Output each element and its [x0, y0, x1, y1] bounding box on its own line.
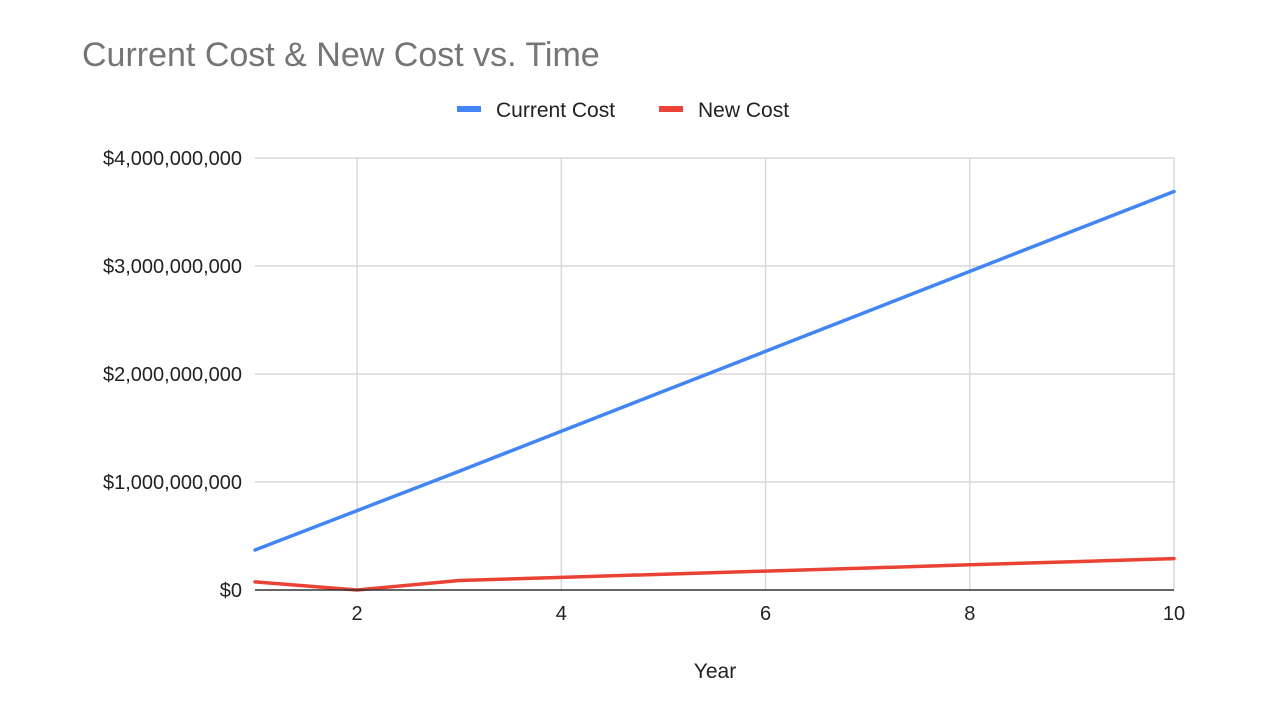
y-tick-label: $4,000,000,000 [103, 148, 242, 170]
chart-title: Current Cost & New Cost vs. Time [82, 36, 600, 74]
legend-label: New Cost [698, 99, 789, 122]
x-tick-label: 8 [964, 603, 975, 625]
x-tick-label: 2 [352, 603, 363, 625]
x-tick-label: 6 [760, 603, 771, 625]
series-line-current-cost [253, 189, 1176, 552]
legend-swatch [457, 106, 481, 112]
y-tick-label: $0 [220, 580, 242, 602]
series-layer [253, 189, 1176, 592]
x-tick-label: 4 [556, 603, 567, 625]
axis-layer: $0 $1,000,000,000 $2,000,000,000 $3,000,000… [103, 148, 1185, 625]
y-tick-label: $1,000,000,000 [103, 472, 242, 494]
x-axis-title: Year [694, 660, 736, 683]
x-tick-label: 10 [1163, 603, 1185, 625]
legend-label: Current Cost [496, 99, 615, 122]
legend: Current Cost New Cost [457, 99, 789, 122]
grid-layer [255, 157, 1175, 590]
series-line-new-cost [253, 556, 1176, 592]
legend-swatch [659, 106, 683, 112]
y-tick-label: $2,000,000,000 [103, 364, 242, 386]
y-tick-label: $3,000,000,000 [103, 256, 242, 278]
